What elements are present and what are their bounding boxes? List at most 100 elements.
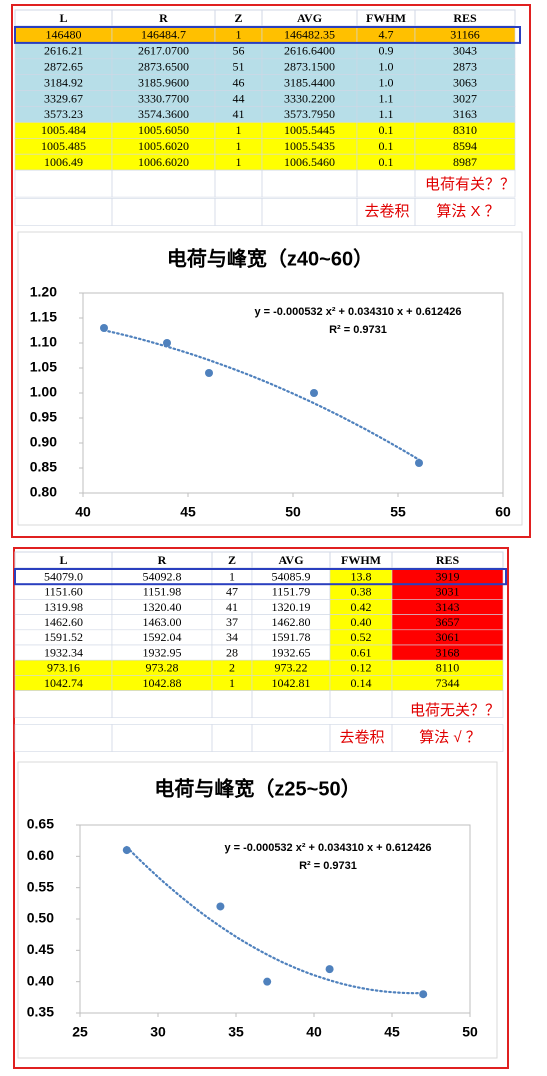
cell-text: 1591.78 xyxy=(272,630,311,644)
y-tick-label: 1.10 xyxy=(30,334,57,350)
point xyxy=(100,324,108,332)
y-tick-label: 0.80 xyxy=(30,484,57,500)
header-label: Z xyxy=(228,553,236,567)
cell-text: 3573.23 xyxy=(44,107,83,121)
chart-area xyxy=(17,231,523,526)
chart-area xyxy=(17,761,498,1059)
cell xyxy=(391,724,504,752)
point xyxy=(122,846,131,855)
point xyxy=(325,965,334,974)
cell-text: 973.22 xyxy=(275,661,308,675)
cell-text: 1006.49 xyxy=(44,155,83,169)
header-label: RES xyxy=(453,11,477,25)
cell-text: 3027 xyxy=(453,91,477,105)
cell-text: 0.61 xyxy=(351,645,372,659)
cell xyxy=(329,690,393,718)
cell-text: 146482.35 xyxy=(284,28,335,42)
panel-border xyxy=(13,547,509,1069)
cell-text: 1042.81 xyxy=(272,676,311,690)
cell-text: 3330.7700 xyxy=(138,91,189,105)
header-label: R xyxy=(158,553,167,567)
cell xyxy=(111,690,213,718)
point xyxy=(263,977,272,986)
cell-text: 3061 xyxy=(436,630,460,644)
cell-text: 3185.9600 xyxy=(138,75,189,89)
cell-text: 2872.65 xyxy=(44,60,83,74)
header-label: AVG xyxy=(278,553,303,567)
cell-text: 3657 xyxy=(436,615,460,629)
cell-text: 1.1 xyxy=(379,91,394,105)
y-tick-label: 0.55 xyxy=(27,878,54,894)
cell-text: 1005.5445 xyxy=(284,123,335,137)
cell-text: 47 xyxy=(226,585,238,599)
cell xyxy=(111,198,216,226)
y-tick-label: 0.35 xyxy=(27,1004,54,1020)
cell-text: 1042.88 xyxy=(143,676,182,690)
cell-text: 1.0 xyxy=(379,75,394,89)
cell-text: 3043 xyxy=(453,44,477,58)
cell xyxy=(251,724,331,752)
cell-text: 3063 xyxy=(453,75,477,89)
cell-text: 1 xyxy=(229,676,235,690)
cell-text: 7344 xyxy=(436,676,460,690)
cell-text: 1932.34 xyxy=(44,645,83,659)
point xyxy=(216,902,225,911)
x-tick-label: 45 xyxy=(180,504,196,520)
cell xyxy=(14,198,113,226)
y-tick-label: 1.00 xyxy=(30,384,57,400)
y-tick-label: 1.20 xyxy=(30,284,57,300)
cell-text: 0.12 xyxy=(351,661,372,675)
cell-text: 1932.65 xyxy=(272,645,311,659)
cell-text: 3184.92 xyxy=(44,75,83,89)
cell-text: 3163 xyxy=(453,107,477,121)
cell xyxy=(214,198,263,226)
cell xyxy=(356,169,416,198)
note: 电荷无关？？ xyxy=(410,702,500,719)
header-label: L xyxy=(59,553,67,567)
x-tick-label: 30 xyxy=(150,1024,166,1040)
cell-text: 2873.6500 xyxy=(138,60,189,74)
cell-text: 2873 xyxy=(453,60,477,74)
cell-text: 1006.6020 xyxy=(138,155,189,169)
x-tick-label: 25 xyxy=(72,1024,88,1040)
cell-text: 41 xyxy=(233,107,245,121)
cell-text: 1 xyxy=(236,155,242,169)
cell xyxy=(111,169,216,198)
x-tick-label: 45 xyxy=(384,1024,400,1040)
cell-text: 56 xyxy=(233,44,245,58)
row-highlight xyxy=(14,26,521,44)
y-tick-label: 0.40 xyxy=(27,972,54,988)
cell-text: 8594 xyxy=(453,139,477,153)
cell-text: 0.52 xyxy=(351,630,372,644)
cell-text: 2617.0700 xyxy=(138,44,189,58)
panel-border xyxy=(11,4,531,538)
cell-text: 54092.8 xyxy=(143,569,182,583)
cell-text: 1151.98 xyxy=(143,585,182,599)
cell-text: 41 xyxy=(226,600,238,614)
header-label: Z xyxy=(234,11,242,25)
cell xyxy=(14,690,113,718)
point xyxy=(205,369,213,377)
y-tick-label: 0.95 xyxy=(30,409,57,425)
cell-text: 1 xyxy=(236,28,242,42)
note: 电荷有关？？ xyxy=(425,176,515,193)
cell-text: 3329.67 xyxy=(44,91,83,105)
cell xyxy=(261,198,358,226)
cell xyxy=(211,724,253,752)
point xyxy=(163,339,171,347)
cell xyxy=(251,690,331,718)
cell-text: 1 xyxy=(229,569,235,583)
cell-text: 8987 xyxy=(453,155,477,169)
cell xyxy=(211,690,253,718)
cell xyxy=(111,724,213,752)
y-tick-label: 0.50 xyxy=(27,910,54,926)
x-tick-label: 40 xyxy=(306,1024,322,1040)
note: 去卷积 xyxy=(339,729,384,746)
x-tick-label: 55 xyxy=(390,504,406,520)
row-highlight xyxy=(14,568,507,586)
cell-text: 8310 xyxy=(453,123,477,137)
cell-text: 1.1 xyxy=(379,107,394,121)
cell-text: 28 xyxy=(226,645,238,659)
cell-text: 1005.6050 xyxy=(138,123,189,137)
cell-text: 1462.80 xyxy=(272,615,311,629)
